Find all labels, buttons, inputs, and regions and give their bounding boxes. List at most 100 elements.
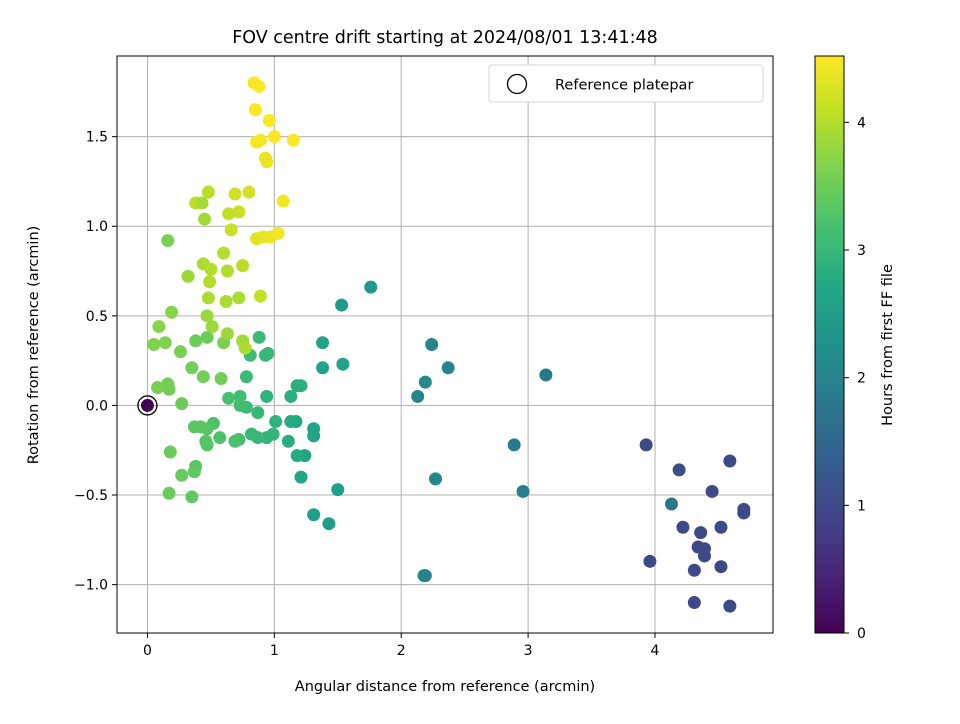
- data-point: [723, 599, 737, 613]
- legend-box: [488, 64, 764, 103]
- x-tick-label: 1: [270, 643, 279, 659]
- data-point: [239, 370, 253, 384]
- colorbar-tick-label: 1: [857, 498, 866, 514]
- data-point: [175, 468, 189, 482]
- data-point: [187, 465, 201, 479]
- data-point: [516, 484, 530, 498]
- data-point: [714, 520, 728, 534]
- data-point: [222, 207, 236, 221]
- data-point: [185, 490, 199, 504]
- data-point: [232, 205, 246, 219]
- x-tick-label: 3: [524, 643, 533, 659]
- data-point: [219, 294, 233, 308]
- data-point: [261, 346, 275, 360]
- data-point: [232, 291, 246, 305]
- data-points: [137, 76, 751, 613]
- x-tick-label: 4: [651, 643, 660, 659]
- data-point: [286, 133, 300, 147]
- data-point: [151, 381, 165, 395]
- data-point: [251, 406, 265, 420]
- data-point: [260, 389, 274, 403]
- data-point: [187, 420, 201, 434]
- colorbar: [814, 55, 845, 634]
- legend: Reference platepar: [488, 64, 764, 103]
- data-point: [238, 341, 252, 355]
- grid: [117, 56, 773, 633]
- chart-title: FOV centre drift starting at 2024/08/01 …: [232, 28, 658, 48]
- colorbar-tick-label: 0: [857, 626, 866, 642]
- data-point: [242, 185, 256, 199]
- data-point: [173, 345, 187, 359]
- data-point: [220, 264, 234, 278]
- data-point: [200, 309, 214, 323]
- data-point: [294, 470, 308, 484]
- data-point: [189, 334, 203, 348]
- data-point: [214, 372, 228, 386]
- data-point: [284, 389, 298, 403]
- data-point: [217, 246, 231, 260]
- data-point: [248, 103, 262, 117]
- data-point: [262, 114, 276, 128]
- data-point: [425, 338, 439, 351]
- data-point: [705, 484, 719, 498]
- data-point: [253, 133, 267, 147]
- data-point: [687, 563, 701, 577]
- data-point: [737, 502, 751, 516]
- data-point: [181, 269, 195, 283]
- data-point: [196, 370, 210, 384]
- colorbar-tick-label: 3: [857, 243, 866, 259]
- data-point: [195, 196, 209, 210]
- data-point: [307, 429, 321, 443]
- data-point: [281, 434, 295, 448]
- y-tick-label: 1.0: [86, 219, 108, 235]
- data-point: [252, 330, 266, 344]
- y-tick-label: 0.0: [86, 398, 108, 414]
- y-tick-label: −1.0: [74, 578, 108, 594]
- data-point: [507, 438, 521, 452]
- data-point: [222, 391, 236, 405]
- data-point: [411, 389, 425, 403]
- colorbar-label: Hours from first FF file: [880, 264, 896, 426]
- data-point: [158, 336, 172, 350]
- data-point: [664, 497, 678, 511]
- data-point: [233, 398, 247, 412]
- data-point: [336, 357, 350, 371]
- data-point: [687, 596, 701, 610]
- colorbar-ticks: 0 1 2 3 4: [844, 115, 866, 642]
- data-point: [161, 234, 175, 248]
- x-axis-label: Angular distance from reference (arcmin): [295, 679, 595, 695]
- data-point: [224, 223, 238, 237]
- data-point: [267, 130, 281, 144]
- data-point: [284, 415, 298, 429]
- data-point: [723, 454, 737, 468]
- data-point: [316, 336, 330, 350]
- data-point: [694, 526, 708, 540]
- data-point: [220, 327, 234, 341]
- colorbar-tick-label: 4: [857, 115, 866, 131]
- data-point: [643, 554, 657, 568]
- data-point: [198, 212, 212, 226]
- data-point: [260, 431, 274, 445]
- data-point: [152, 320, 166, 334]
- data-point: [428, 472, 442, 486]
- data-point: [162, 486, 176, 500]
- data-point: [185, 361, 199, 375]
- data-point: [441, 361, 455, 375]
- data-point: [714, 560, 728, 574]
- data-point: [539, 368, 553, 382]
- colorbar-tick-label: 2: [857, 371, 866, 387]
- data-point: [676, 520, 690, 534]
- data-point: [201, 291, 215, 305]
- data-point: [322, 517, 336, 531]
- data-point: [331, 483, 345, 497]
- y-tick-label: 0.5: [86, 309, 108, 325]
- data-point: [316, 361, 330, 375]
- data-point: [201, 185, 215, 199]
- legend-label-reference: Reference platepar: [555, 78, 693, 94]
- y-axis-label: Rotation from reference (arcmin): [26, 226, 42, 465]
- data-point: [269, 415, 283, 429]
- data-point: [244, 427, 258, 441]
- data-point: [163, 445, 177, 459]
- reference-point-marker: [137, 395, 158, 416]
